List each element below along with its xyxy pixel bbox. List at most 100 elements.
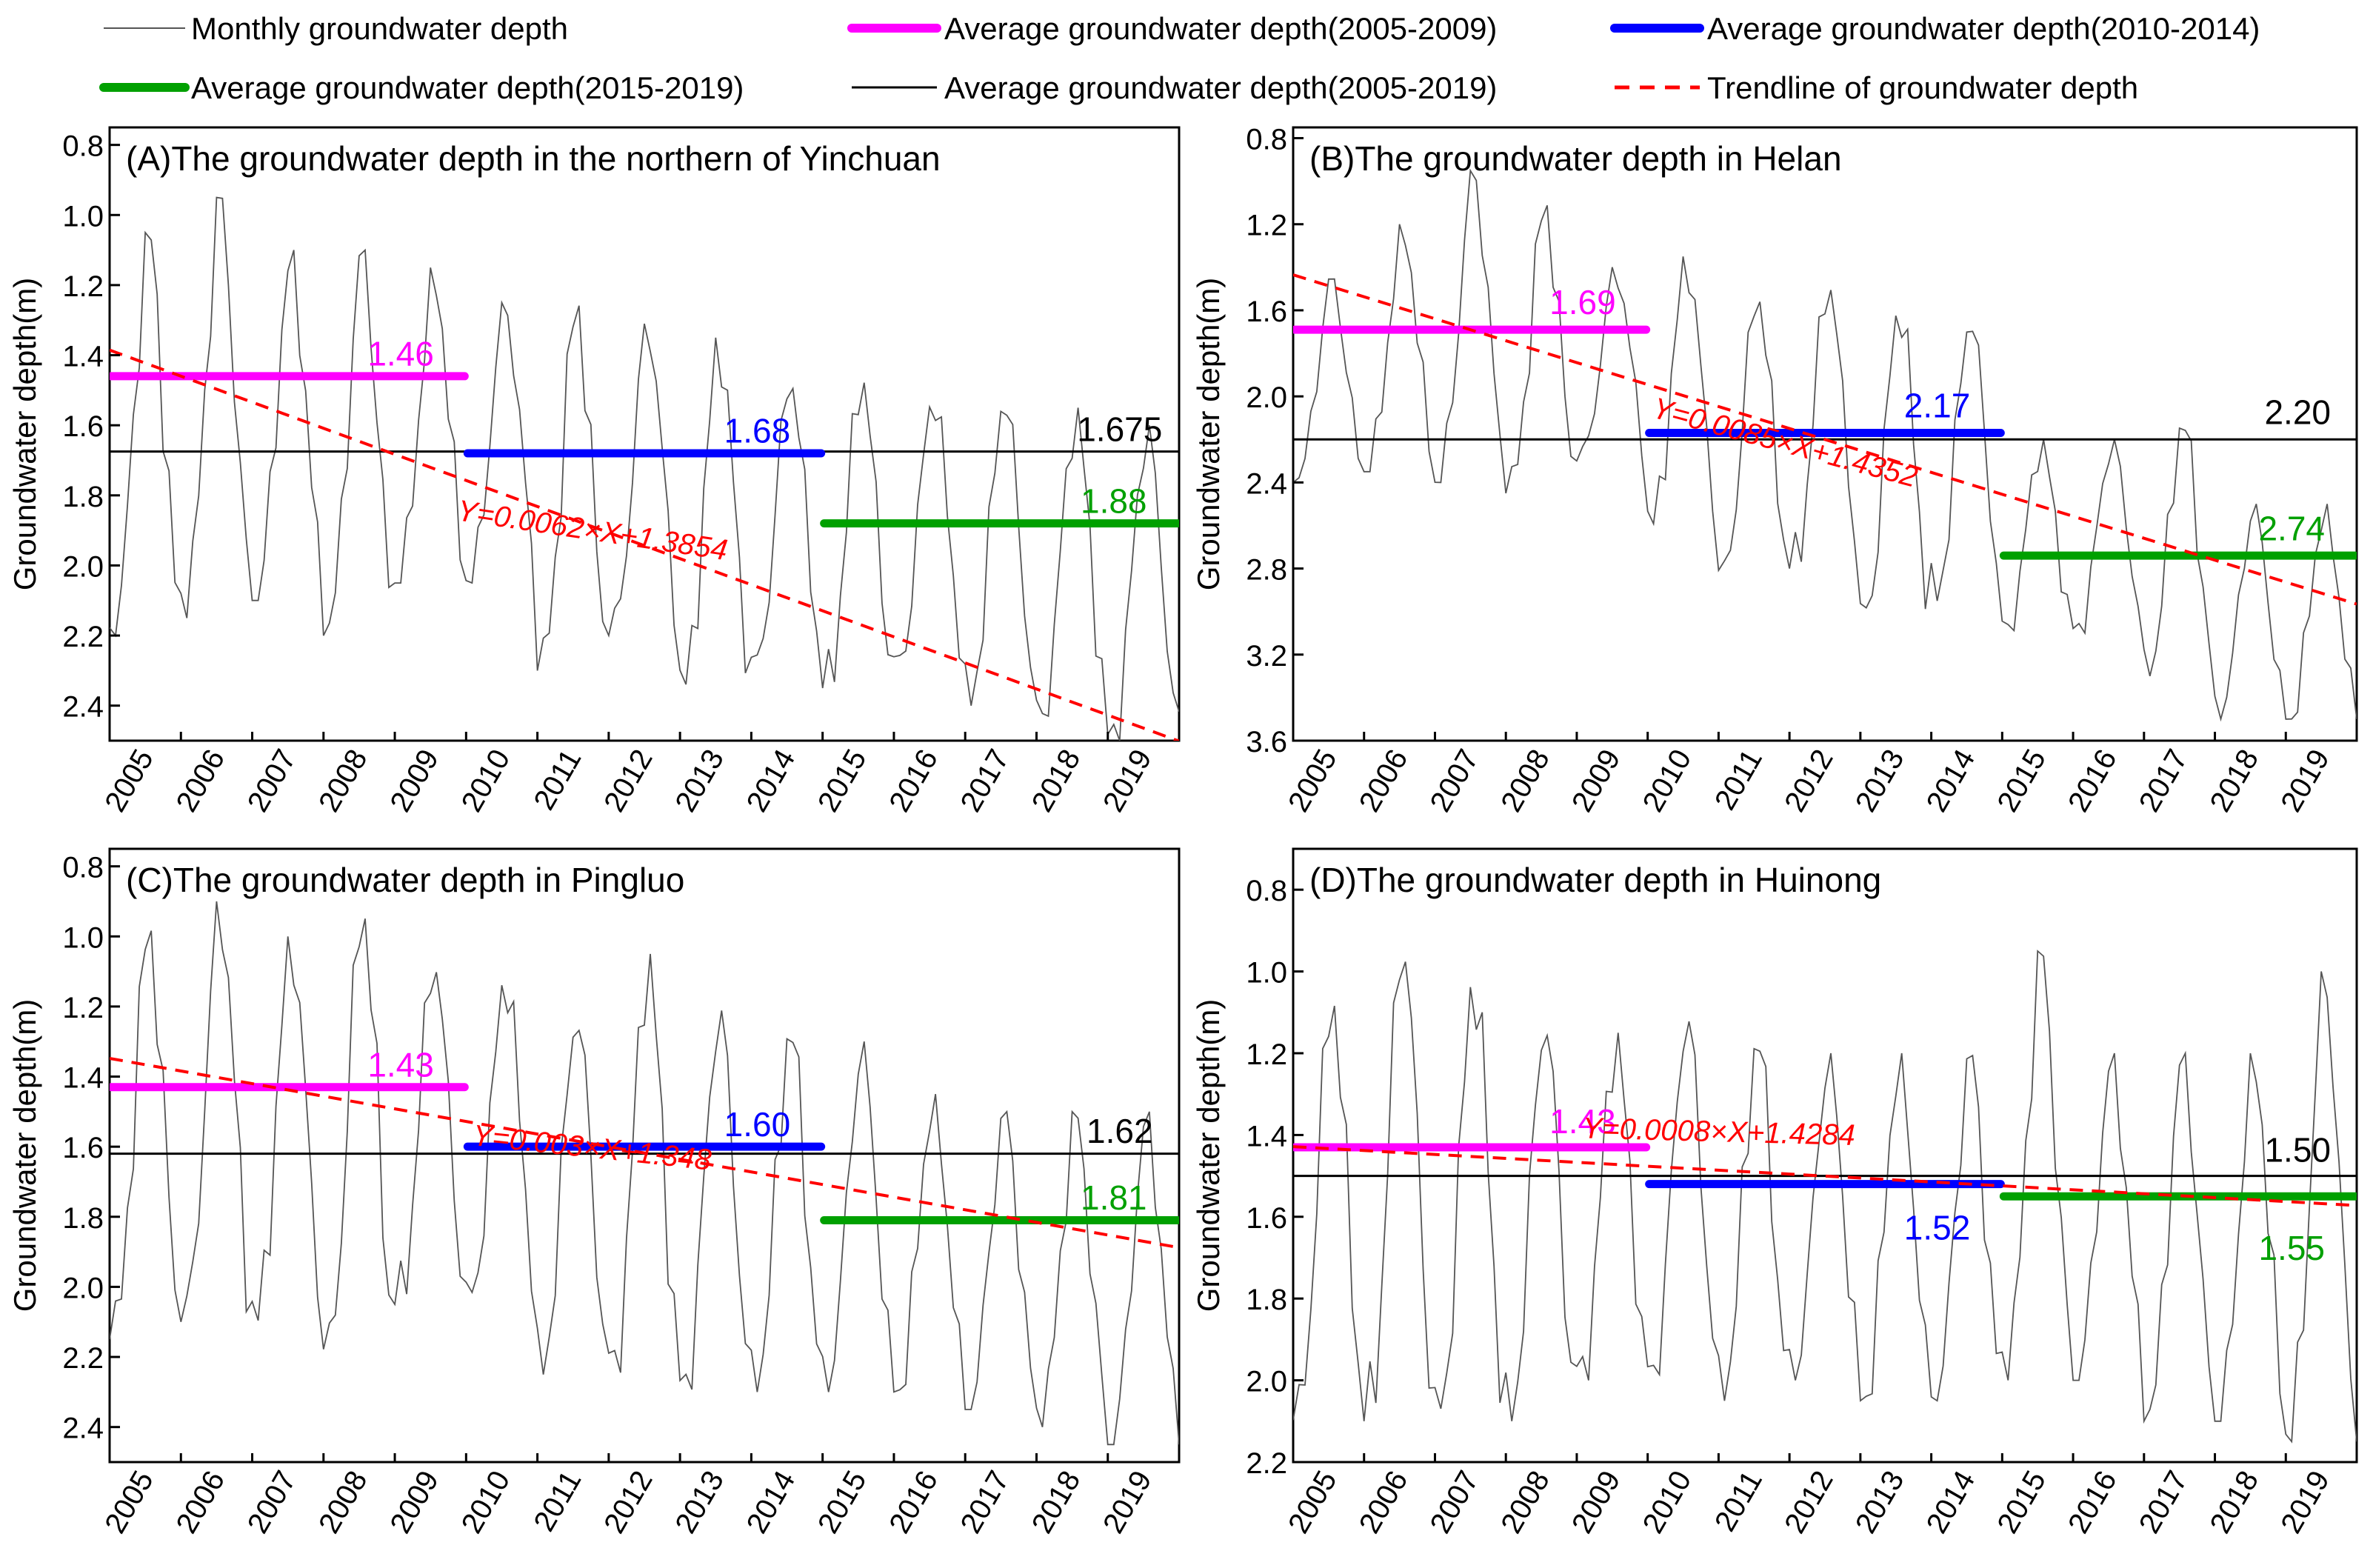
x-tick-label: 2015 (812, 744, 873, 818)
y-tick-label: 1.0 (62, 200, 104, 233)
x-tick-label: 2006 (1353, 744, 1415, 818)
x-tick-label: 2011 (527, 744, 587, 815)
panel-title: (D)The groundwater depth in Huinong (1309, 861, 1881, 899)
x-tick-label: 2010 (455, 744, 517, 818)
x-tick-label: 2013 (1849, 744, 1911, 818)
y-tick-label: 1.6 (1246, 1202, 1287, 1235)
chart-panel: 1.431.601.811.62Y=0.003×X+1.348(C)The gr… (7, 847, 1181, 1539)
monthly-depth-line (110, 901, 1179, 1446)
x-tick-label: 2017 (955, 744, 1016, 818)
period-average-label: 1.88 (1081, 481, 1147, 520)
trendline (110, 1056, 1179, 1250)
x-tick-label: 2014 (741, 744, 802, 818)
y-tick-label: 0.8 (1246, 124, 1287, 156)
x-tick-label: 2017 (2133, 744, 2195, 818)
period-average-label: 1.46 (367, 335, 434, 373)
x-tick-label: 2017 (955, 1466, 1016, 1539)
x-tick-label: 2018 (1026, 744, 1087, 818)
legend-item: Monthly groundwater depth (104, 11, 568, 46)
x-tick-label: 2014 (1920, 1466, 1982, 1539)
x-tick-label: 2009 (384, 1466, 445, 1539)
x-tick-label: 2012 (1778, 1466, 1840, 1539)
legend-label: Average groundwater depth(2015-2019) (191, 70, 744, 105)
y-tick-label: 2.4 (1246, 467, 1287, 500)
x-tick-label: 2011 (527, 1466, 587, 1537)
legend-label: Monthly groundwater depth (191, 11, 568, 46)
x-tick-label: 2017 (2133, 1466, 2195, 1539)
plot-frame (108, 126, 1181, 742)
x-tick-label: 2009 (1566, 744, 1627, 818)
x-tick-label: 2011 (1709, 1466, 1769, 1537)
x-tick-label: 2012 (598, 744, 659, 818)
x-tick-label: 2019 (2274, 744, 2336, 818)
y-axis-label: Groundwater depth(m) (1191, 278, 1226, 591)
y-tick-label: 2.4 (62, 691, 104, 724)
x-tick-label: 2006 (1353, 1466, 1415, 1539)
x-tick-label: 2013 (1849, 1466, 1911, 1539)
x-tick-label: 2007 (1424, 744, 1486, 818)
monthly-depth-line (110, 196, 1179, 741)
x-tick-label: 2005 (99, 744, 160, 818)
x-tick-label: 2014 (1920, 744, 1982, 818)
chart-panels: 1.46 1.68 1.88 1.675 Y=0.0062×X+1.3854 (A)The… (7, 124, 2358, 1539)
y-tick-label: 1.6 (62, 410, 104, 443)
y-tick-label: 2.0 (1246, 381, 1287, 414)
x-tick-label: 2010 (1637, 744, 1698, 818)
y-tick-label: 2.2 (62, 621, 104, 653)
legend-label: Trendline of groundwater depth (1707, 70, 2138, 105)
y-tick-label: 1.4 (62, 1062, 104, 1095)
trend-equation: Y=0.0062×X+1.3854 (455, 494, 730, 567)
y-tick-label: 3.2 (1246, 640, 1287, 673)
plot-frame (108, 847, 1181, 1464)
x-tick-label: 2008 (1495, 1466, 1556, 1539)
chart-panel: 1.46 1.68 1.88 1.675 Y=0.0062×X+1.3854 (A)The… (7, 126, 1181, 818)
y-tick-label: 1.8 (62, 481, 104, 513)
legend-item: Average groundwater depth(2005-2019) (852, 70, 1497, 105)
x-tick-label: 2005 (99, 1466, 160, 1539)
y-tick-label: 1.2 (1246, 210, 1287, 242)
trend-equation: Y=0.0008×X+1.4284 (1582, 1112, 1855, 1152)
period-average-label: 2.17 (1904, 387, 1971, 425)
y-tick-label: 2.8 (1246, 554, 1287, 587)
period-average-label: 1.43 (367, 1045, 434, 1084)
x-tick-label: 2015 (1991, 744, 2052, 818)
legend-item: Average groundwater depth(2005-2009) (847, 11, 1497, 46)
y-tick-label: 1.2 (62, 992, 104, 1024)
x-tick-label: 2008 (1495, 744, 1556, 818)
period-average-label: 1.60 (724, 1105, 791, 1144)
x-tick-label: 2009 (384, 744, 445, 818)
panel-title: (C)The groundwater depth in Pingluo (126, 861, 684, 899)
x-tick-label: 2007 (1424, 1466, 1486, 1539)
x-tick-label: 2018 (2204, 744, 2266, 818)
y-tick-label: 2.0 (62, 1272, 104, 1304)
legend-item: Trendline of groundwater depth (1615, 70, 2138, 105)
chart-panel: 1.69 2.17 2.74 2.20 Y=0.0085×X+1.4352 (B)The … (1191, 124, 2358, 818)
x-tick-label: 2019 (1097, 744, 1158, 818)
x-tick-label: 2014 (741, 1466, 802, 1539)
y-tick-label: 2.2 (1246, 1447, 1287, 1480)
panel-title: (B)The groundwater depth in Helan (1309, 139, 1842, 178)
y-tick-label: 1.2 (62, 270, 104, 303)
plot-area (110, 196, 1179, 741)
trend-equation: Y=0.0085×X+1.4352 (1649, 392, 1920, 494)
x-tick-label: 2008 (313, 1466, 374, 1539)
monthly-depth-line (1293, 950, 2357, 1444)
x-tick-label: 2016 (2062, 744, 2123, 818)
y-tick-label: 0.8 (62, 852, 104, 884)
y-axis-label: Groundwater depth(m) (7, 999, 42, 1312)
y-tick-label: 1.2 (1246, 1038, 1287, 1071)
x-tick-label: 2005 (1282, 744, 1344, 818)
overall-average-label: 1.675 (1077, 410, 1162, 448)
overall-average-label: 1.50 (2264, 1130, 2331, 1169)
x-tick-label: 2016 (883, 744, 944, 818)
legend-item: Average groundwater depth(2010-2014) (1610, 11, 2260, 46)
y-tick-label: 2.0 (62, 550, 104, 583)
x-tick-label: 2018 (1026, 1466, 1087, 1539)
x-tick-label: 2015 (1991, 1466, 2052, 1539)
y-tick-label: 1.0 (1246, 957, 1287, 990)
y-tick-label: 3.6 (1246, 726, 1287, 758)
period-average-label: 1.81 (1081, 1178, 1147, 1217)
y-tick-label: 1.8 (62, 1202, 104, 1235)
plot-area (110, 901, 1179, 1446)
